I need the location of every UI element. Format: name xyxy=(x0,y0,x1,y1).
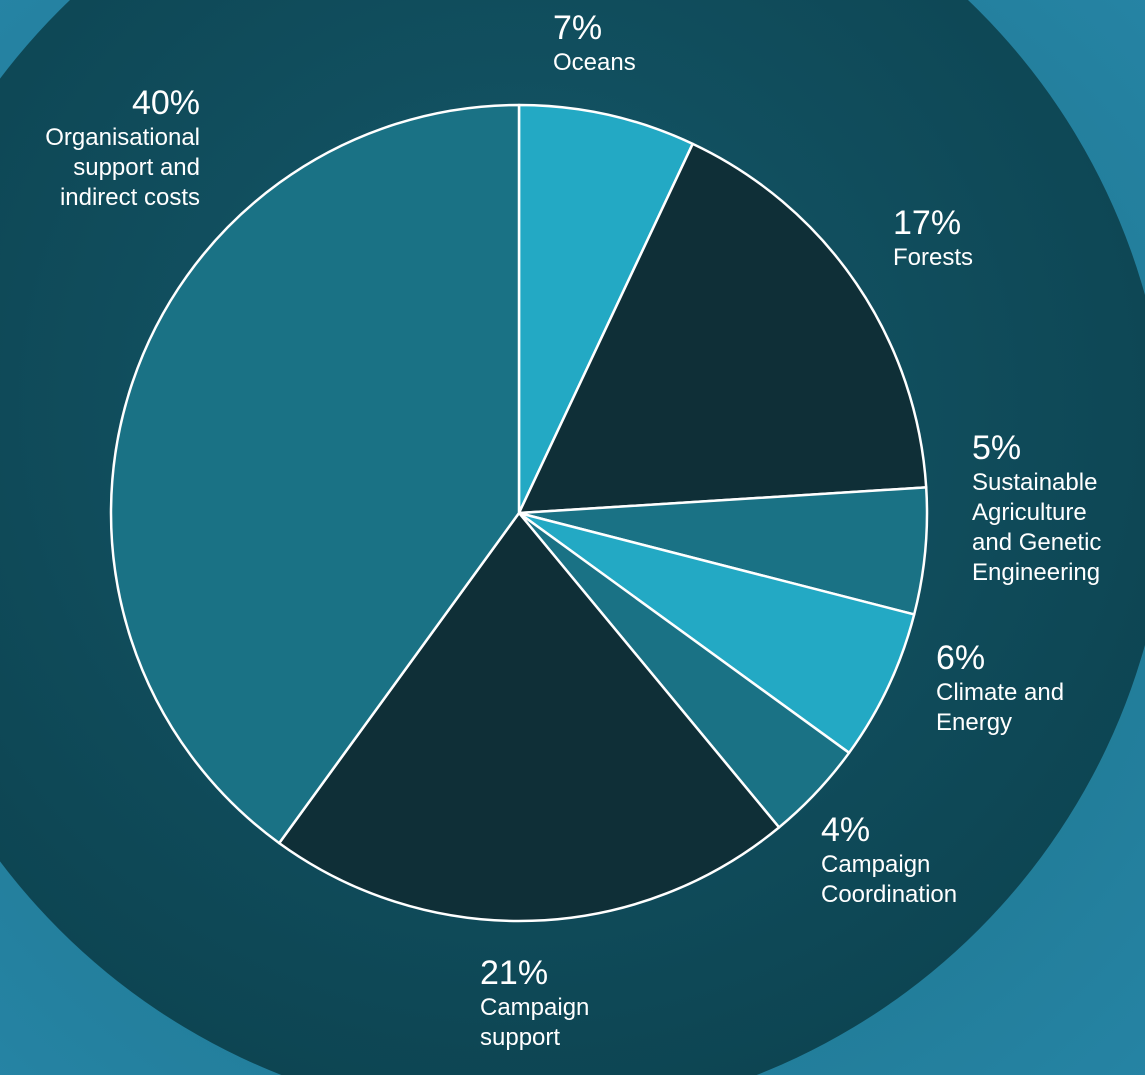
pie-slice xyxy=(109,103,521,845)
value-label: 40% xyxy=(131,84,200,122)
slice-label: 5% Sustainable Agriculture and Genetic En… xyxy=(972,428,1101,588)
slice-label: 40% Organisational support and indirect c… xyxy=(45,83,200,213)
value-label: 6% xyxy=(936,639,986,677)
slice-label: 4% Campaign Coordination xyxy=(821,810,957,910)
value-label: 4% xyxy=(821,811,871,849)
category-label: Climate and Energy xyxy=(936,679,1065,736)
category-label: Organisational support and indirect cost… xyxy=(45,124,200,211)
value-label: 5% xyxy=(972,429,1022,467)
category-label: Forests xyxy=(893,244,974,271)
category-label: Sustainable Agriculture and Genetic Engi… xyxy=(972,469,1102,586)
pie xyxy=(109,103,929,923)
slice-label: 21% Campaign support xyxy=(480,953,589,1053)
slice-label: 6% Climate and Energy xyxy=(936,638,1064,738)
value-label: 21% xyxy=(480,954,549,992)
value-label: 7% xyxy=(553,9,603,47)
slice-label: 7% Oceans xyxy=(553,8,636,78)
category-label: Oceans xyxy=(553,49,636,76)
pie-slice xyxy=(517,142,928,515)
pie-slice xyxy=(277,511,781,923)
pie-slice xyxy=(517,103,694,515)
category-label: Campaign support xyxy=(480,994,590,1051)
slice-label: 17% Forests xyxy=(893,203,973,273)
category-label: Campaign Coordination xyxy=(821,851,958,908)
value-label: 17% xyxy=(893,204,962,242)
pie-slice xyxy=(517,511,916,755)
